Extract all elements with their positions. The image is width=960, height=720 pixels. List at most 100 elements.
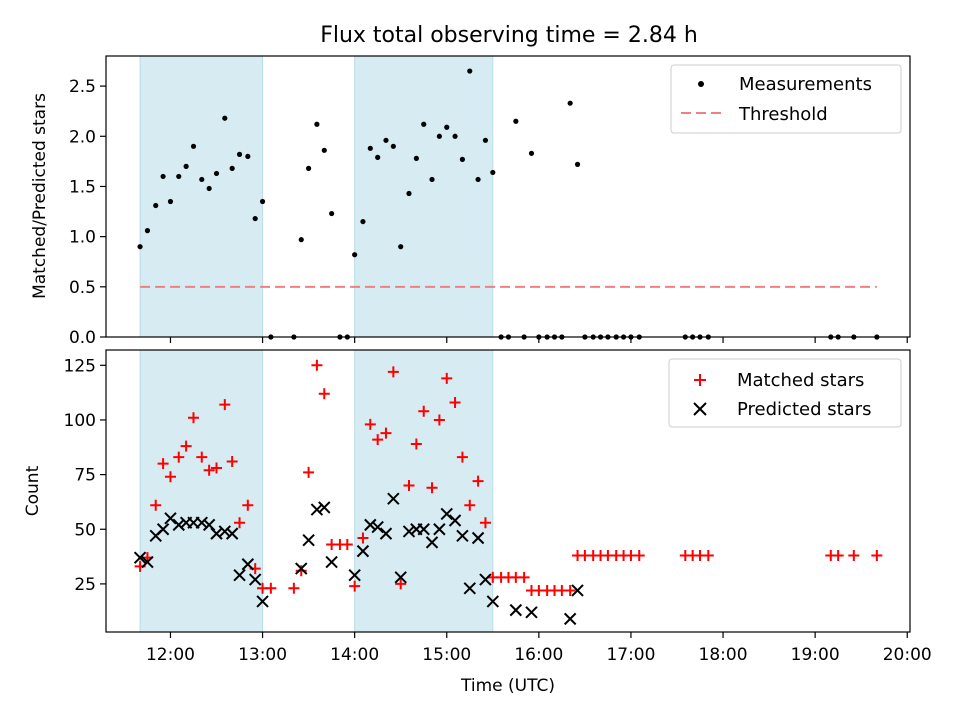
matched-star-point	[441, 372, 453, 384]
matched-star-point	[410, 438, 422, 450]
measurement-point	[429, 176, 435, 183]
matched-star-point	[372, 434, 384, 446]
matched-star-point	[211, 462, 223, 474]
predicted-star-point	[356, 544, 370, 558]
predicted-star-point	[425, 536, 439, 549]
matched-star-point	[426, 482, 438, 494]
top-shaded-band	[354, 55, 494, 338]
matched-star-point	[848, 549, 860, 561]
measurement-point	[245, 153, 251, 159]
bottom-y-tick-label: 25	[74, 575, 96, 595]
measurement-point	[236, 151, 243, 157]
bottom-y-axis-label: Count	[23, 465, 43, 516]
measurement-point	[352, 252, 358, 258]
matched-star-point	[242, 499, 254, 511]
top-y-tick-label: 0.5	[69, 278, 96, 298]
top-legend-box	[670, 64, 902, 134]
x-tick-label: 14:00	[330, 645, 379, 665]
legend-predicted-label: Predicted stars	[737, 399, 871, 420]
top-y-tick-label: 0.0	[69, 328, 96, 348]
matched-star-point	[203, 464, 215, 476]
top-legend: Measurements Threshold	[670, 64, 902, 134]
matched-star-point	[173, 451, 185, 463]
matched-star-point	[518, 571, 530, 583]
measurement-point	[567, 100, 573, 106]
measurement-point	[298, 237, 304, 243]
measurement-point	[467, 68, 473, 74]
predicted-star-point	[310, 503, 324, 516]
bottom-shaded-bands	[139, 349, 494, 633]
x-tick-label: 20:00	[883, 645, 932, 665]
matched-star-point	[380, 427, 392, 439]
measurement-point	[490, 169, 496, 176]
bottom-x-ticks: 12:00 13:00 14:00 15:00 16:00 17:00 18:00 19:00…	[146, 632, 932, 665]
bottom-y-tick-label: 50	[74, 520, 96, 540]
matched-star-point	[387, 366, 399, 378]
measurement-point	[259, 198, 266, 205]
predicted-star-point	[471, 531, 485, 545]
measurement-point	[513, 118, 519, 124]
matched-star-point	[464, 499, 476, 511]
top-y-ticks: 0.0 0.5 1.0 1.5 2.0 2.5	[69, 77, 106, 348]
bottom-y-tick-label: 125	[64, 356, 96, 376]
bottom-shaded-band	[139, 349, 264, 633]
x-axis-label: Time (UTC)	[460, 676, 555, 696]
measurement-point	[160, 173, 166, 180]
matched-star-point	[219, 399, 231, 411]
matched-star-point	[157, 458, 169, 470]
bottom-shaded-band	[354, 349, 494, 633]
predicted-star-point	[402, 525, 416, 538]
predicted-star-point	[433, 523, 446, 536]
matched-star-point	[633, 549, 645, 561]
predicted-star-point	[379, 527, 393, 540]
measurement-point	[183, 163, 189, 169]
measurement-point	[199, 176, 205, 183]
bottom-y-tick-label: 100	[64, 411, 96, 431]
predicted-star-point	[225, 527, 239, 540]
measurement-point	[229, 165, 235, 171]
predicted-star-point	[394, 571, 407, 584]
measurement-point	[176, 173, 182, 180]
measurement-point	[190, 143, 197, 149]
measurement-point	[144, 228, 151, 234]
matched-star-point	[479, 517, 491, 529]
measurement-point	[528, 150, 535, 156]
matched-star-point	[226, 455, 238, 467]
predicted-star-point	[141, 555, 154, 569]
matched-stars-points	[134, 359, 883, 596]
matched-star-point	[564, 584, 576, 596]
legend-matched-label: Matched stars	[737, 370, 864, 391]
top-y-tick-label: 1.0	[69, 228, 96, 248]
measurement-point	[153, 202, 159, 209]
predicted-star-point	[448, 514, 462, 527]
predicted-star-point	[463, 582, 476, 595]
top-shaded-band	[139, 55, 264, 338]
measurement-point	[436, 133, 442, 139]
predicted-star-point	[525, 606, 538, 619]
predicted-star-point	[164, 512, 177, 525]
measurement-point	[459, 156, 466, 162]
x-tick-label: 17:00	[606, 645, 655, 665]
predicted-star-point	[364, 518, 377, 532]
x-tick-label: 19:00	[791, 645, 840, 665]
measurement-point	[413, 155, 419, 161]
measurement-point	[398, 244, 404, 250]
matched-star-point	[395, 578, 407, 590]
matched-star-point	[349, 580, 361, 592]
matched-star-point	[150, 499, 162, 511]
measurement-point	[360, 218, 366, 225]
predicted-star-point	[156, 523, 170, 536]
measurement-point	[137, 244, 143, 250]
measurement-point	[421, 121, 427, 127]
matched-star-point	[288, 582, 300, 594]
bottom-y-ticks: 25 50 75 100 125	[64, 356, 106, 595]
predicted-star-point	[318, 501, 331, 514]
predicted-stars-points	[133, 492, 584, 626]
measurement-point	[452, 133, 458, 139]
bottom-legend-box	[668, 358, 902, 428]
top-y-axis-label: Matched/Predicted stars	[30, 93, 50, 299]
matched-star-point	[456, 451, 468, 463]
measurement-point	[321, 147, 327, 153]
predicted-star-point	[133, 551, 147, 564]
matched-star-point	[187, 412, 199, 424]
